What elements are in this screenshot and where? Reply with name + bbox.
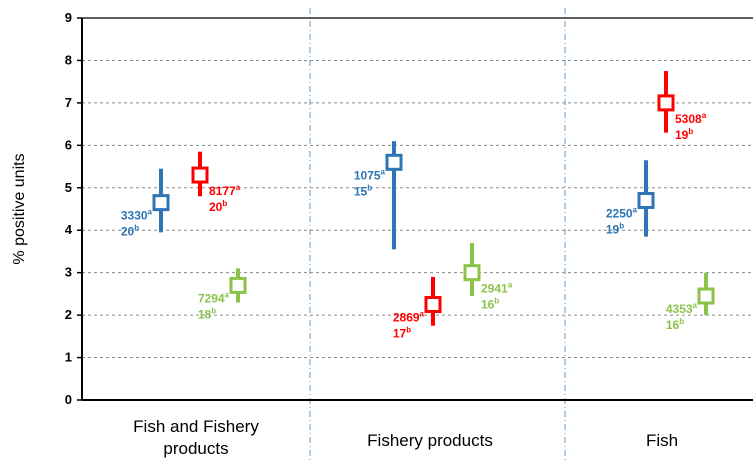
y-tick-label: 1: [65, 350, 72, 365]
gridlines: [82, 17, 753, 359]
study-count-label: 18b: [198, 306, 216, 321]
y-tick-label: 6: [65, 137, 72, 152]
study-count-label: 20b: [209, 199, 227, 214]
category-labels: Fish and Fishery products Fishery products…: [133, 417, 678, 458]
sample-size-label: 7294a: [198, 290, 230, 305]
study-count-label: 16b: [666, 317, 684, 332]
sample-size-label: 8177a: [209, 183, 241, 198]
data-marks: [152, 71, 715, 326]
y-axis-label: % positive units: [11, 153, 28, 264]
data-point-blue: [637, 160, 655, 237]
point-marker: [657, 94, 675, 112]
sample-size-label: 3330a: [121, 208, 153, 223]
y-tick-label: 9: [65, 10, 72, 25]
study-count-label: 20b: [121, 224, 139, 239]
axes: [77, 17, 753, 401]
point-marker: [191, 166, 209, 184]
data-point-red: [191, 151, 209, 197]
sample-size-label: 4353a: [666, 301, 698, 316]
data-point-green: [463, 242, 481, 297]
point-marker: [385, 153, 403, 171]
sample-size-label: 5308a: [675, 111, 707, 126]
study-count-label: 19b: [675, 127, 693, 142]
study-count-label: 16b: [481, 297, 499, 312]
y-tick-label: 0: [65, 392, 72, 407]
y-tick-label: 7: [65, 95, 72, 110]
point-marker: [229, 276, 247, 294]
data-point-red: [657, 71, 675, 133]
sample-size-label: 2250a: [606, 206, 638, 221]
data-point-blue: [385, 141, 403, 250]
category-label: Fishery products: [367, 431, 493, 450]
point-marker: [463, 264, 481, 282]
data-annotations: 3330a20b8177a20b7294a18b1075a15b2869a17b…: [121, 111, 707, 341]
data-point-red: [424, 276, 442, 326]
sample-size-label: 2941a: [481, 281, 513, 296]
y-tick-label: 5: [65, 180, 72, 195]
point-marker: [697, 287, 715, 305]
point-marker: [424, 296, 442, 313]
study-count-label: 17b: [393, 326, 411, 341]
category-separators: [309, 8, 566, 462]
data-point-green: [229, 268, 247, 303]
category-label: Fish and Fishery products: [133, 417, 259, 458]
point-marker: [637, 192, 655, 210]
data-point-green: [697, 272, 715, 316]
y-tick-label: 2: [65, 307, 72, 322]
study-count-label: 19b: [606, 222, 624, 237]
y-tick-label: 3: [65, 265, 72, 280]
y-tick-label: 8: [65, 52, 72, 67]
y-tick-label: 4: [65, 222, 73, 237]
study-count-label: 15b: [354, 183, 372, 198]
data-point-blue: [152, 168, 170, 233]
y-tick-labels: 0 1 2 3 4 5 6 7 8 9: [65, 10, 73, 407]
sample-size-label: 2869a: [393, 310, 425, 325]
category-label: Fish: [646, 431, 678, 450]
sample-size-label: 1075a: [354, 167, 386, 182]
point-marker: [152, 194, 170, 212]
